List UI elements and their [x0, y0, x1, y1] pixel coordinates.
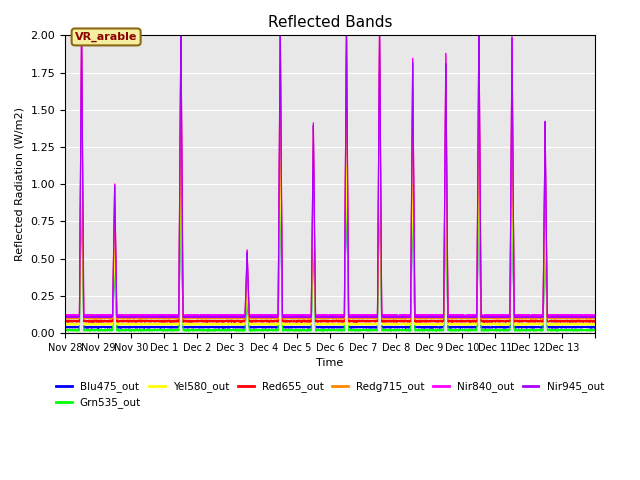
Blu475_out	[378, 324, 386, 330]
Nir945_out	[591, 314, 598, 320]
Blu475_out	[515, 324, 523, 330]
Nir945_out	[61, 314, 69, 320]
Nir945_out	[515, 314, 523, 320]
Grn535_out	[171, 327, 179, 333]
Blu475_out	[171, 324, 179, 329]
Blu475_out	[476, 195, 483, 201]
Yel580_out	[476, 179, 483, 184]
Yel580_out	[591, 322, 598, 328]
Nir945_out	[77, 14, 85, 20]
Grn535_out	[77, 178, 85, 184]
Line: Blu475_out: Blu475_out	[65, 185, 595, 328]
Grn535_out	[501, 327, 509, 333]
Red655_out	[476, 92, 483, 97]
Blu475_out	[591, 324, 598, 330]
Y-axis label: Reflected Radiation (W/m2): Reflected Radiation (W/m2)	[15, 107, 25, 261]
Red655_out	[171, 318, 179, 324]
Yel580_out	[61, 321, 69, 326]
Nir945_out	[339, 315, 347, 321]
Redg715_out	[501, 316, 509, 322]
Redg715_out	[195, 316, 202, 322]
Nir840_out	[476, 60, 483, 66]
Nir840_out	[77, 12, 85, 18]
Nir945_out	[378, 313, 386, 319]
X-axis label: Time: Time	[316, 359, 344, 369]
Line: Nir840_out: Nir840_out	[65, 15, 595, 316]
Nir945_out	[476, 65, 483, 71]
Redg715_out	[349, 315, 357, 321]
Nir945_out	[171, 313, 179, 319]
Redg715_out	[171, 315, 179, 321]
Red655_out	[61, 318, 69, 324]
Red655_out	[515, 318, 523, 324]
Yel580_out	[378, 322, 386, 327]
Blu475_out	[501, 325, 509, 331]
Nir840_out	[515, 312, 523, 318]
Grn535_out	[61, 327, 69, 333]
Grn535_out	[349, 327, 357, 333]
Yel580_out	[171, 322, 179, 327]
Line: Redg715_out: Redg715_out	[65, 20, 595, 319]
Grn535_out	[515, 327, 523, 333]
Legend: Blu475_out, Grn535_out, Yel580_out, Red655_out, Redg715_out, Nir840_out, Nir945_: Blu475_out, Grn535_out, Yel580_out, Red6…	[52, 377, 608, 412]
Text: VR_arable: VR_arable	[75, 32, 138, 42]
Nir945_out	[501, 314, 509, 320]
Line: Nir945_out: Nir945_out	[65, 17, 595, 318]
Red655_out	[230, 319, 238, 325]
Title: Reflected Bands: Reflected Bands	[268, 15, 392, 30]
Blu475_out	[61, 324, 69, 329]
Nir840_out	[349, 313, 357, 319]
Yel580_out	[501, 321, 509, 327]
Grn535_out	[227, 328, 235, 334]
Nir840_out	[591, 312, 598, 318]
Yel580_out	[403, 322, 410, 328]
Nir840_out	[501, 312, 509, 318]
Nir945_out	[349, 313, 357, 319]
Line: Red655_out: Red655_out	[65, 53, 595, 322]
Blu475_out	[349, 324, 357, 330]
Redg715_out	[61, 315, 69, 321]
Nir840_out	[170, 313, 178, 319]
Red655_out	[349, 319, 357, 325]
Grn535_out	[476, 202, 483, 207]
Grn535_out	[591, 327, 598, 333]
Redg715_out	[515, 315, 523, 321]
Redg715_out	[475, 17, 483, 23]
Grn535_out	[378, 327, 386, 333]
Red655_out	[378, 318, 386, 324]
Line: Grn535_out: Grn535_out	[65, 181, 595, 331]
Red655_out	[376, 50, 383, 56]
Nir840_out	[172, 313, 179, 319]
Redg715_out	[476, 63, 483, 69]
Yel580_out	[515, 322, 523, 328]
Red655_out	[591, 319, 598, 325]
Nir840_out	[378, 313, 386, 319]
Blu475_out	[77, 182, 85, 188]
Redg715_out	[591, 316, 598, 322]
Redg715_out	[378, 315, 386, 321]
Line: Yel580_out: Yel580_out	[65, 160, 595, 325]
Yel580_out	[349, 321, 357, 327]
Red655_out	[501, 319, 509, 325]
Yel580_out	[77, 157, 85, 163]
Blu475_out	[588, 325, 595, 331]
Nir840_out	[61, 312, 69, 318]
